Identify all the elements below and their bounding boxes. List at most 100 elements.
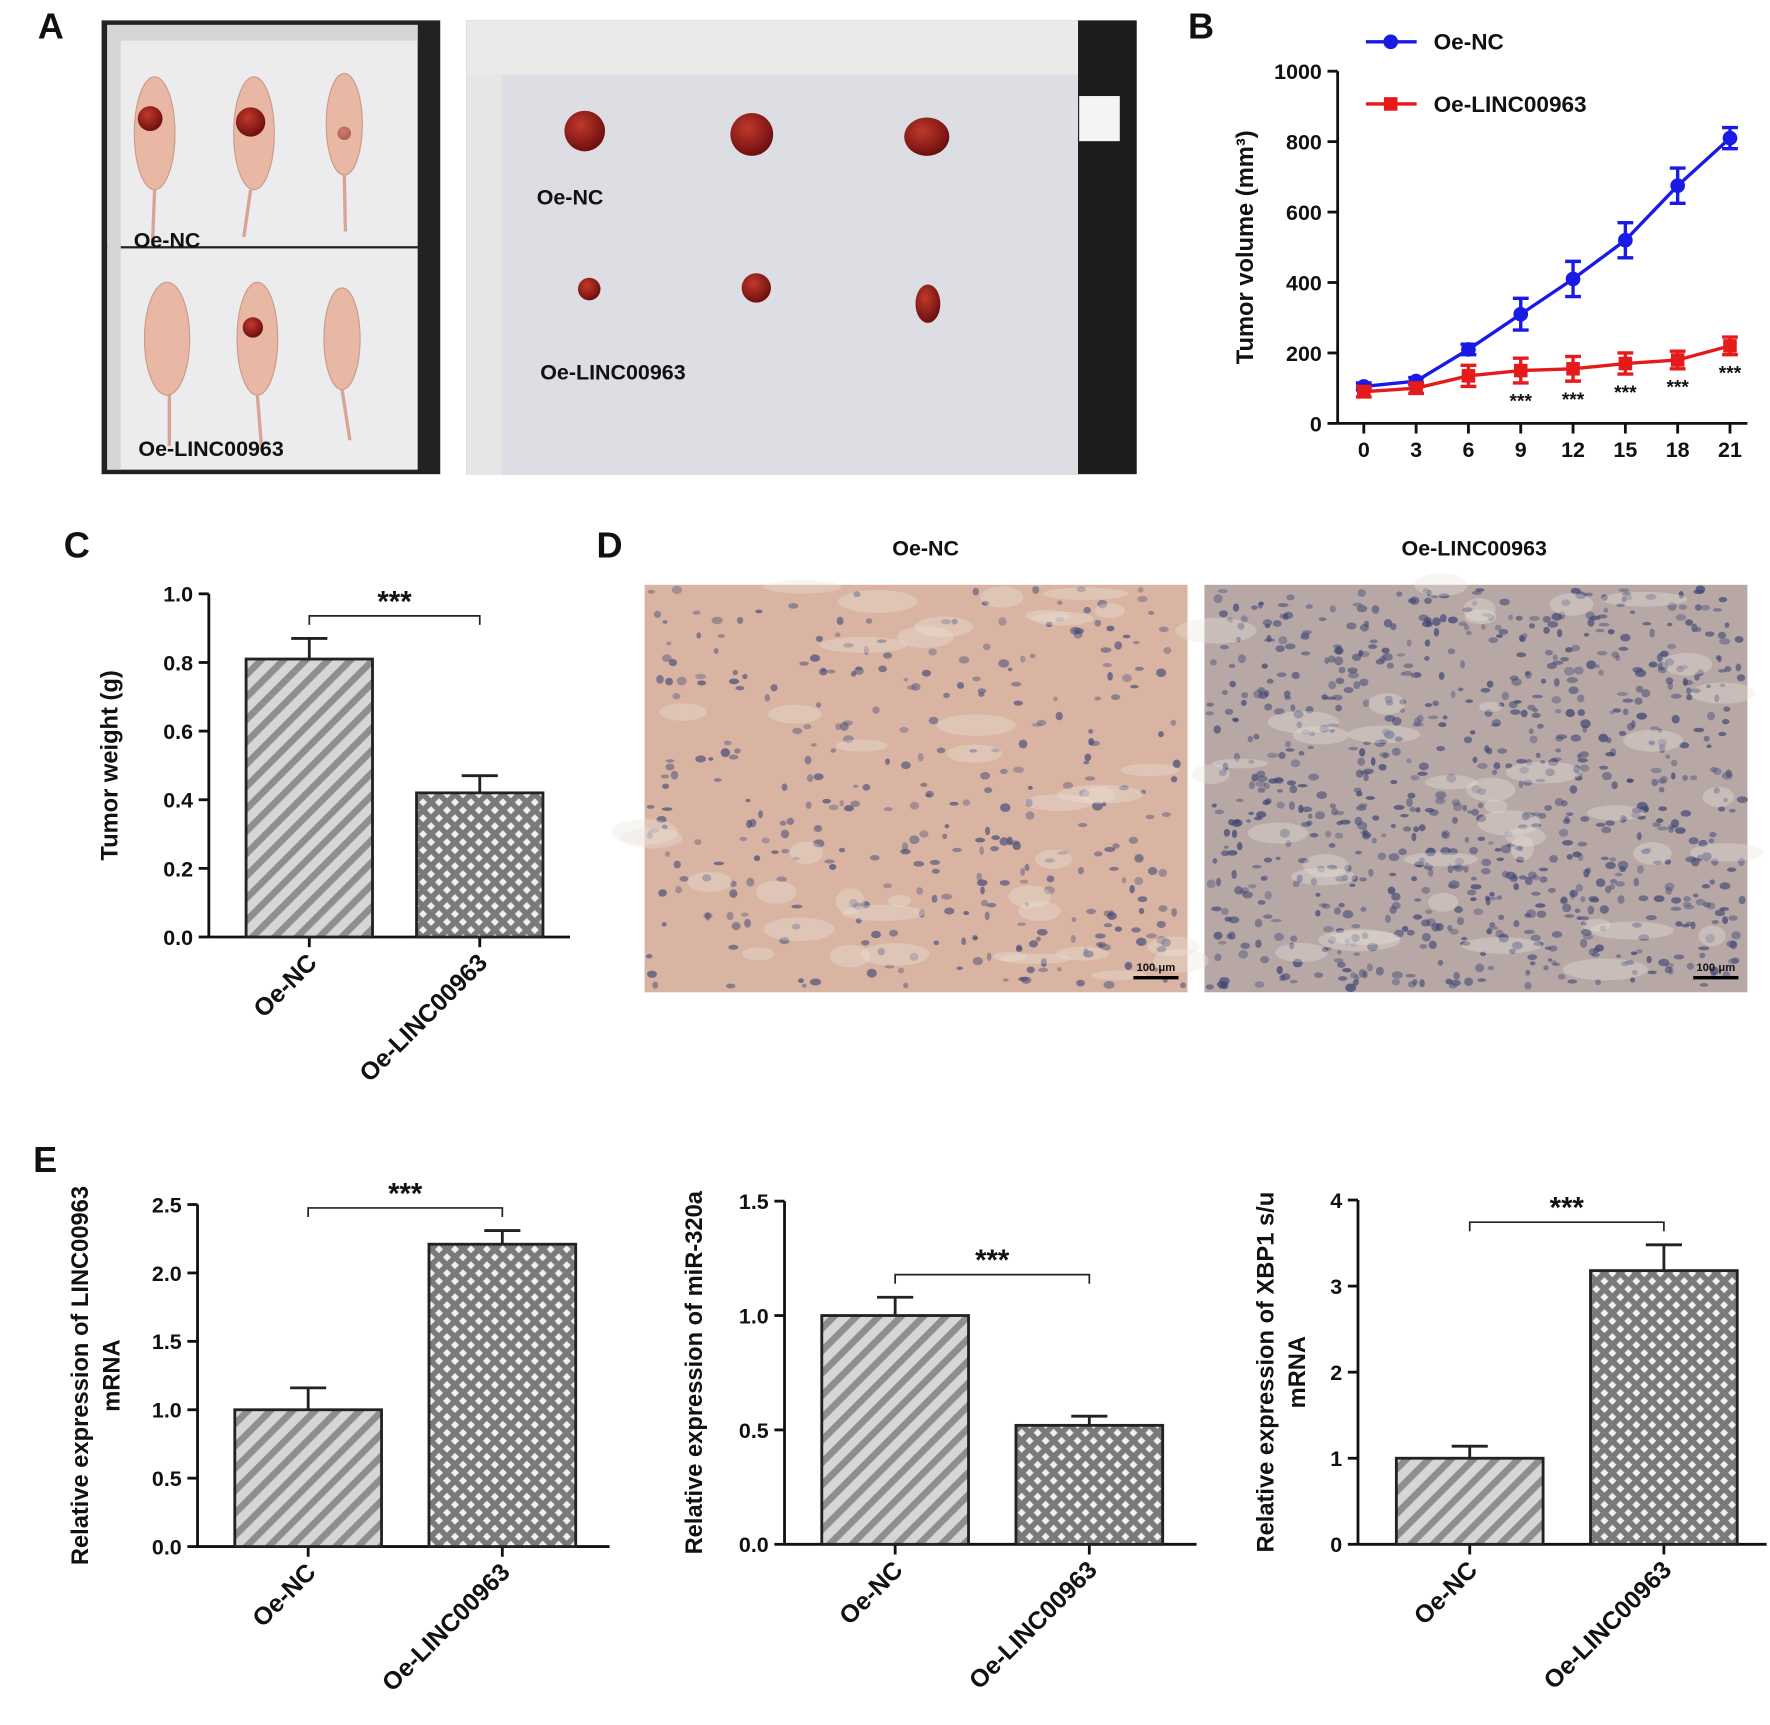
cell bbox=[1221, 689, 1228, 696]
cell bbox=[1237, 622, 1245, 630]
cell bbox=[1283, 690, 1291, 698]
cell bbox=[1358, 803, 1368, 808]
cell bbox=[1290, 759, 1301, 768]
cell bbox=[1205, 984, 1214, 990]
cell bbox=[1076, 586, 1086, 593]
cell bbox=[1598, 733, 1609, 743]
panel-label: B bbox=[1188, 5, 1214, 46]
y-tick-label: 200 bbox=[1286, 342, 1322, 366]
cell bbox=[779, 936, 790, 945]
cell bbox=[928, 716, 939, 725]
cell bbox=[1000, 803, 1011, 812]
cell bbox=[1305, 604, 1313, 609]
cell bbox=[1635, 685, 1644, 693]
cell bbox=[990, 845, 999, 852]
cell bbox=[920, 782, 928, 787]
x-tick-label: 9 bbox=[1515, 438, 1527, 462]
cell bbox=[1454, 906, 1463, 914]
cell bbox=[1535, 752, 1541, 759]
cell bbox=[661, 921, 667, 927]
cell bbox=[1262, 619, 1273, 626]
cell bbox=[1447, 616, 1458, 624]
cell bbox=[824, 859, 835, 864]
cell bbox=[1531, 812, 1541, 817]
cell bbox=[1421, 886, 1431, 894]
cell bbox=[1389, 905, 1397, 914]
cell bbox=[1598, 622, 1610, 627]
cell bbox=[1206, 879, 1216, 889]
cell bbox=[829, 864, 837, 871]
cell bbox=[1263, 914, 1273, 919]
cell bbox=[1114, 641, 1123, 650]
stroma bbox=[1477, 810, 1541, 836]
cell bbox=[1403, 663, 1414, 669]
cell bbox=[1381, 833, 1387, 838]
cell bbox=[1328, 655, 1336, 663]
cell bbox=[1248, 811, 1254, 816]
cell bbox=[1473, 908, 1484, 916]
y-tick-label: 0 bbox=[1330, 1533, 1342, 1557]
cell bbox=[1276, 672, 1287, 678]
cell bbox=[1494, 847, 1502, 852]
stroma bbox=[887, 894, 911, 907]
cell bbox=[963, 911, 970, 916]
error-bar bbox=[290, 1386, 327, 1410]
cell bbox=[1601, 826, 1612, 834]
y-tick-label: 4 bbox=[1330, 1189, 1342, 1213]
cell bbox=[1387, 886, 1396, 895]
cell bbox=[1424, 861, 1430, 867]
cell bbox=[1137, 595, 1148, 603]
cell bbox=[1361, 932, 1369, 940]
cell bbox=[1293, 710, 1304, 719]
cell bbox=[899, 726, 909, 733]
cell bbox=[1353, 952, 1361, 956]
cell bbox=[1171, 907, 1177, 917]
cell bbox=[1477, 788, 1487, 795]
cell bbox=[951, 618, 958, 625]
cell bbox=[1591, 952, 1600, 958]
cell bbox=[1555, 736, 1564, 742]
cell bbox=[1419, 979, 1425, 988]
cell bbox=[972, 676, 981, 682]
cell bbox=[1362, 699, 1370, 708]
y-tick-label: 0.0 bbox=[163, 926, 193, 950]
cell bbox=[648, 828, 660, 833]
cell bbox=[1480, 687, 1491, 693]
cell bbox=[972, 936, 979, 940]
cell bbox=[1605, 752, 1615, 757]
cell bbox=[1343, 686, 1354, 694]
cell bbox=[1338, 666, 1346, 674]
cell bbox=[1336, 820, 1343, 826]
cell bbox=[1630, 811, 1641, 819]
cell bbox=[1350, 972, 1357, 979]
cell bbox=[917, 753, 924, 762]
cell bbox=[1471, 785, 1481, 794]
stroma bbox=[1633, 842, 1672, 865]
cell bbox=[1399, 708, 1406, 713]
cell bbox=[1724, 665, 1732, 673]
cell bbox=[1529, 615, 1540, 621]
cell bbox=[1617, 895, 1625, 904]
cell bbox=[1409, 596, 1420, 605]
cell bbox=[1566, 812, 1574, 817]
y-tick-label: 800 bbox=[1286, 131, 1322, 155]
cell bbox=[1109, 866, 1119, 871]
y-tick-label: 0.5 bbox=[152, 1467, 182, 1491]
cell bbox=[936, 747, 946, 754]
cell bbox=[1650, 767, 1662, 774]
cell bbox=[862, 784, 871, 791]
stroma bbox=[1368, 693, 1406, 715]
cell bbox=[749, 818, 757, 828]
cell bbox=[1254, 981, 1265, 988]
cell bbox=[838, 847, 846, 853]
cell bbox=[843, 805, 854, 812]
cell bbox=[1637, 831, 1642, 841]
cell bbox=[1344, 938, 1350, 945]
cell bbox=[861, 940, 870, 946]
cell bbox=[1102, 663, 1112, 668]
cell bbox=[1682, 677, 1688, 687]
cell bbox=[1677, 664, 1689, 670]
cell bbox=[1396, 653, 1406, 657]
y-tick-label: 0.0 bbox=[152, 1535, 182, 1559]
cell bbox=[1708, 838, 1715, 844]
